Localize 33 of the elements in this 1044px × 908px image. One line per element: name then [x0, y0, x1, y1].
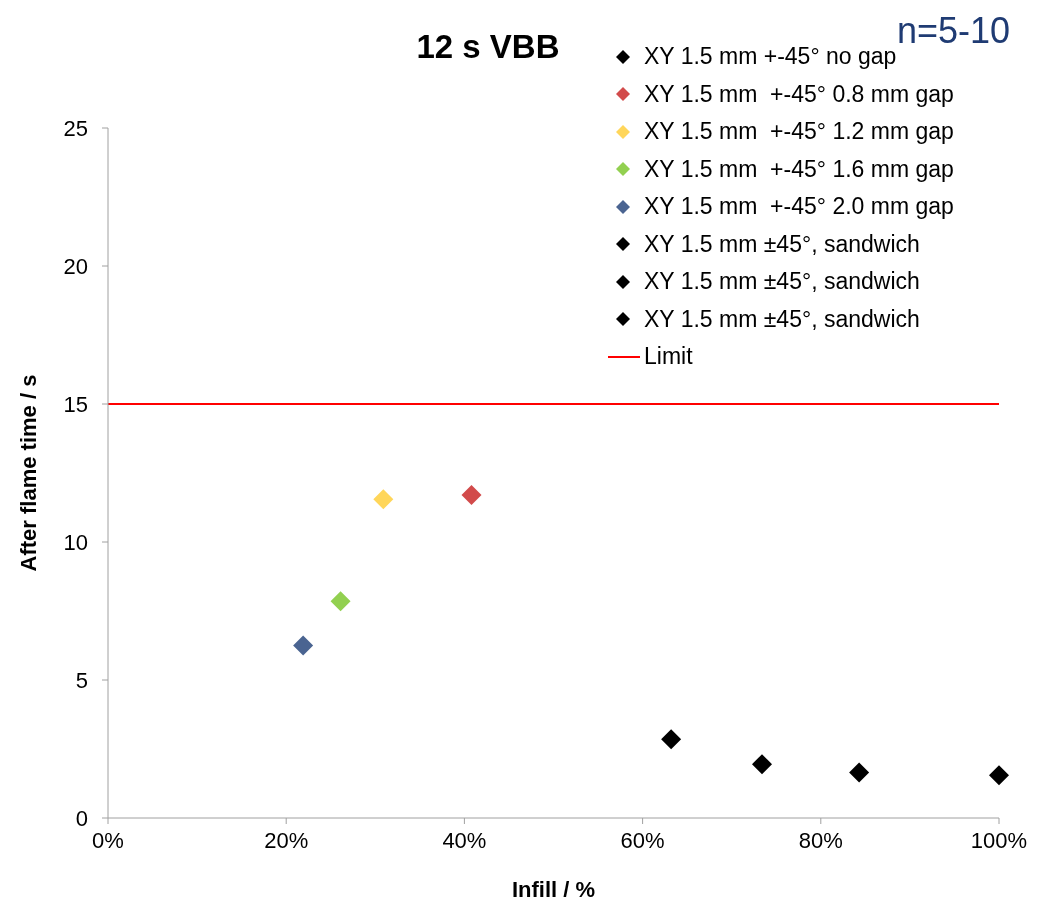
legend-label: XY 1.5 mm ±45°, sandwich: [644, 268, 920, 296]
y-tick-label: 10: [63, 529, 88, 555]
chart-title: 12 s VBB: [416, 28, 560, 65]
point: [989, 765, 1009, 786]
legend-label: XY 1.5 mm ±45°, sandwich: [644, 230, 920, 258]
y-tick-label: 25: [63, 115, 88, 141]
legend-label: Limit: [644, 343, 693, 371]
point: [461, 485, 482, 506]
text: n=5-10: [896, 10, 1010, 52]
point: [293, 635, 314, 656]
legend-label: XY 1.5 mm +-45° 1.6 mm gap: [644, 155, 954, 183]
y-tick-label: 0: [75, 805, 88, 831]
x-tick-label: 0%: [92, 827, 124, 853]
x-tick-label: 20%: [264, 827, 309, 853]
x-tick-label: 60%: [620, 827, 665, 853]
point: [373, 489, 394, 510]
y-axis-title: After flame time / s: [15, 374, 41, 572]
legend-label: XY 1.5 mm +-45° 0.8 mm gap: [644, 80, 954, 108]
legend-label: XY 1.5 mm +-45° 2.0 mm gap: [644, 193, 954, 221]
point: [751, 754, 772, 775]
point: [661, 729, 682, 750]
legend-label: XY 1.5 mm +-45° no gap: [644, 43, 897, 71]
y-tick-label: 15: [63, 391, 88, 417]
x-axis-title: Infill / %: [511, 877, 596, 902]
legend-label: XY 1.5 mm ±45°, sandwich: [644, 305, 920, 333]
point: [330, 591, 351, 612]
y-tick-label: 20: [63, 253, 88, 279]
x-tick-label: 40%: [442, 827, 487, 853]
x-tick-label: 80%: [798, 827, 843, 853]
legend-label: XY 1.5 mm +-45° 1.2 mm gap: [644, 118, 954, 146]
point: [849, 762, 870, 783]
y-tick-label: 5: [75, 667, 88, 693]
x-tick-label: 100%: [970, 827, 1028, 853]
